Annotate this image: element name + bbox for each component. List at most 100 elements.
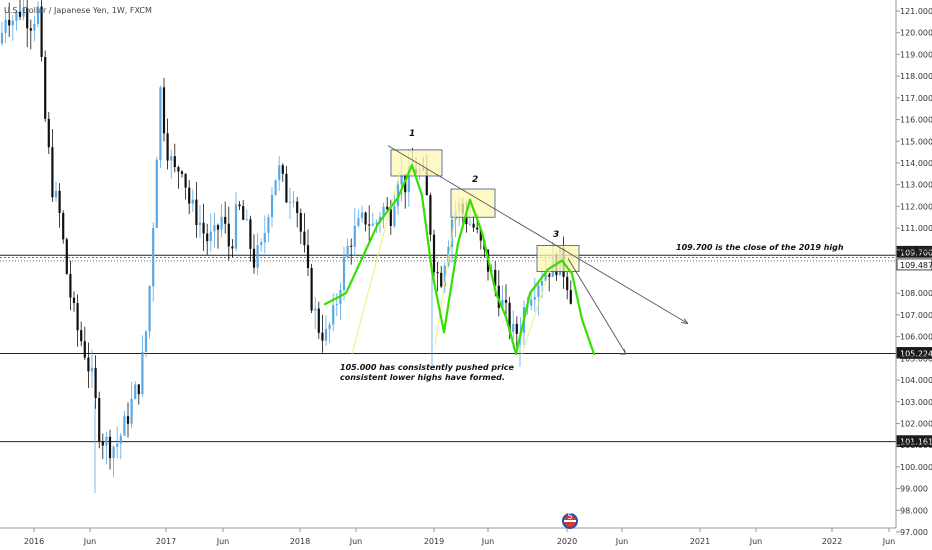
candle[interactable] — [130, 381, 133, 429]
candle[interactable] — [371, 212, 374, 227]
candle[interactable] — [195, 182, 198, 238]
candle[interactable] — [321, 314, 324, 353]
candle[interactable] — [148, 285, 151, 339]
candle[interactable] — [170, 149, 173, 179]
candle[interactable] — [105, 431, 108, 465]
candle[interactable] — [342, 246, 346, 301]
candle[interactable] — [191, 189, 194, 212]
green-swing-path[interactable] — [323, 164, 596, 356]
candle[interactable] — [98, 391, 101, 449]
candle[interactable] — [159, 85, 162, 169]
candle[interactable] — [566, 271, 569, 300]
candle[interactable] — [515, 316, 518, 350]
candle[interactable] — [173, 143, 176, 173]
candle[interactable] — [18, 0, 22, 20]
candle[interactable] — [206, 223, 209, 255]
candle[interactable] — [386, 197, 389, 212]
candle[interactable] — [238, 201, 241, 211]
candle[interactable] — [166, 118, 169, 170]
candle[interactable] — [213, 212, 216, 248]
peak-box-2[interactable] — [450, 188, 496, 218]
candle[interactable] — [8, 2, 11, 37]
candle[interactable] — [224, 201, 227, 234]
candle[interactable] — [440, 265, 443, 289]
candle[interactable] — [260, 238, 263, 252]
candle[interactable] — [177, 165, 180, 189]
candle[interactable] — [274, 179, 277, 197]
candle[interactable] — [436, 261, 439, 292]
candle[interactable] — [501, 284, 504, 310]
candle[interactable] — [198, 204, 202, 239]
candle[interactable] — [58, 183, 61, 228]
candle[interactable] — [209, 213, 212, 252]
candle[interactable] — [116, 426, 119, 459]
descending-trendline[interactable] — [387, 145, 689, 324]
projection-line[interactable] — [567, 258, 627, 355]
candle[interactable] — [94, 355, 97, 409]
candle[interactable] — [306, 229, 310, 277]
candle[interactable] — [137, 384, 140, 405]
candle[interactable] — [288, 187, 292, 220]
candle[interactable] — [443, 262, 446, 293]
candle[interactable] — [112, 444, 115, 478]
candle[interactable] — [123, 411, 126, 437]
candle[interactable] — [317, 301, 320, 339]
candle[interactable] — [346, 238, 349, 259]
candle[interactable] — [429, 192, 432, 242]
candle[interactable] — [281, 163, 284, 182]
peak-box-3[interactable] — [536, 245, 580, 272]
candle[interactable] — [314, 297, 317, 330]
candle[interactable] — [162, 78, 166, 142]
candle[interactable] — [144, 330, 148, 358]
candle[interactable] — [231, 239, 234, 258]
candle[interactable] — [263, 215, 266, 254]
candle[interactable] — [245, 209, 248, 221]
candle[interactable] — [108, 429, 112, 470]
candle[interactable] — [292, 191, 295, 208]
candle[interactable] — [256, 233, 259, 276]
candle[interactable] — [533, 277, 536, 312]
candle[interactable] — [69, 260, 72, 311]
candle[interactable] — [4, 11, 7, 43]
candle[interactable] — [72, 291, 76, 312]
candle[interactable] — [357, 209, 360, 228]
candle[interactable] — [51, 129, 54, 202]
candle[interactable] — [285, 166, 288, 204]
candle[interactable] — [202, 203, 205, 251]
candle[interactable] — [227, 206, 230, 261]
candle[interactable] — [22, 0, 25, 21]
candle[interactable] — [36, 1, 40, 28]
candle[interactable] — [44, 50, 47, 122]
candle[interactable] — [54, 181, 58, 202]
candle[interactable] — [252, 234, 256, 274]
candle[interactable] — [83, 326, 86, 361]
candle[interactable] — [134, 381, 137, 400]
events-badge[interactable]: 5 — [562, 512, 578, 529]
candle[interactable] — [353, 207, 356, 256]
candle[interactable] — [368, 205, 371, 242]
candle[interactable] — [119, 433, 122, 460]
candle[interactable] — [188, 180, 191, 215]
candle[interactable] — [324, 315, 328, 347]
candle[interactable] — [303, 213, 306, 253]
candle[interactable] — [537, 280, 540, 316]
candle[interactable] — [310, 263, 313, 314]
candle[interactable] — [180, 170, 184, 178]
plot-area[interactable]: 109.700 109.487 105.224 101.161 — [0, 0, 932, 493]
candle[interactable] — [184, 173, 187, 200]
candle[interactable] — [350, 238, 353, 265]
candle[interactable] — [267, 213, 270, 243]
candle[interactable] — [278, 156, 281, 191]
candle[interactable] — [155, 156, 158, 228]
candle[interactable] — [548, 272, 551, 292]
candle[interactable] — [11, 15, 14, 41]
candle[interactable] — [126, 402, 130, 438]
candle[interactable] — [393, 194, 396, 228]
candle[interactable] — [242, 199, 245, 221]
candle[interactable] — [40, 0, 43, 62]
candle[interactable] — [80, 321, 83, 347]
candle[interactable] — [472, 215, 475, 233]
candle[interactable] — [299, 208, 302, 244]
candle[interactable] — [47, 111, 50, 155]
candle[interactable] — [216, 223, 220, 249]
